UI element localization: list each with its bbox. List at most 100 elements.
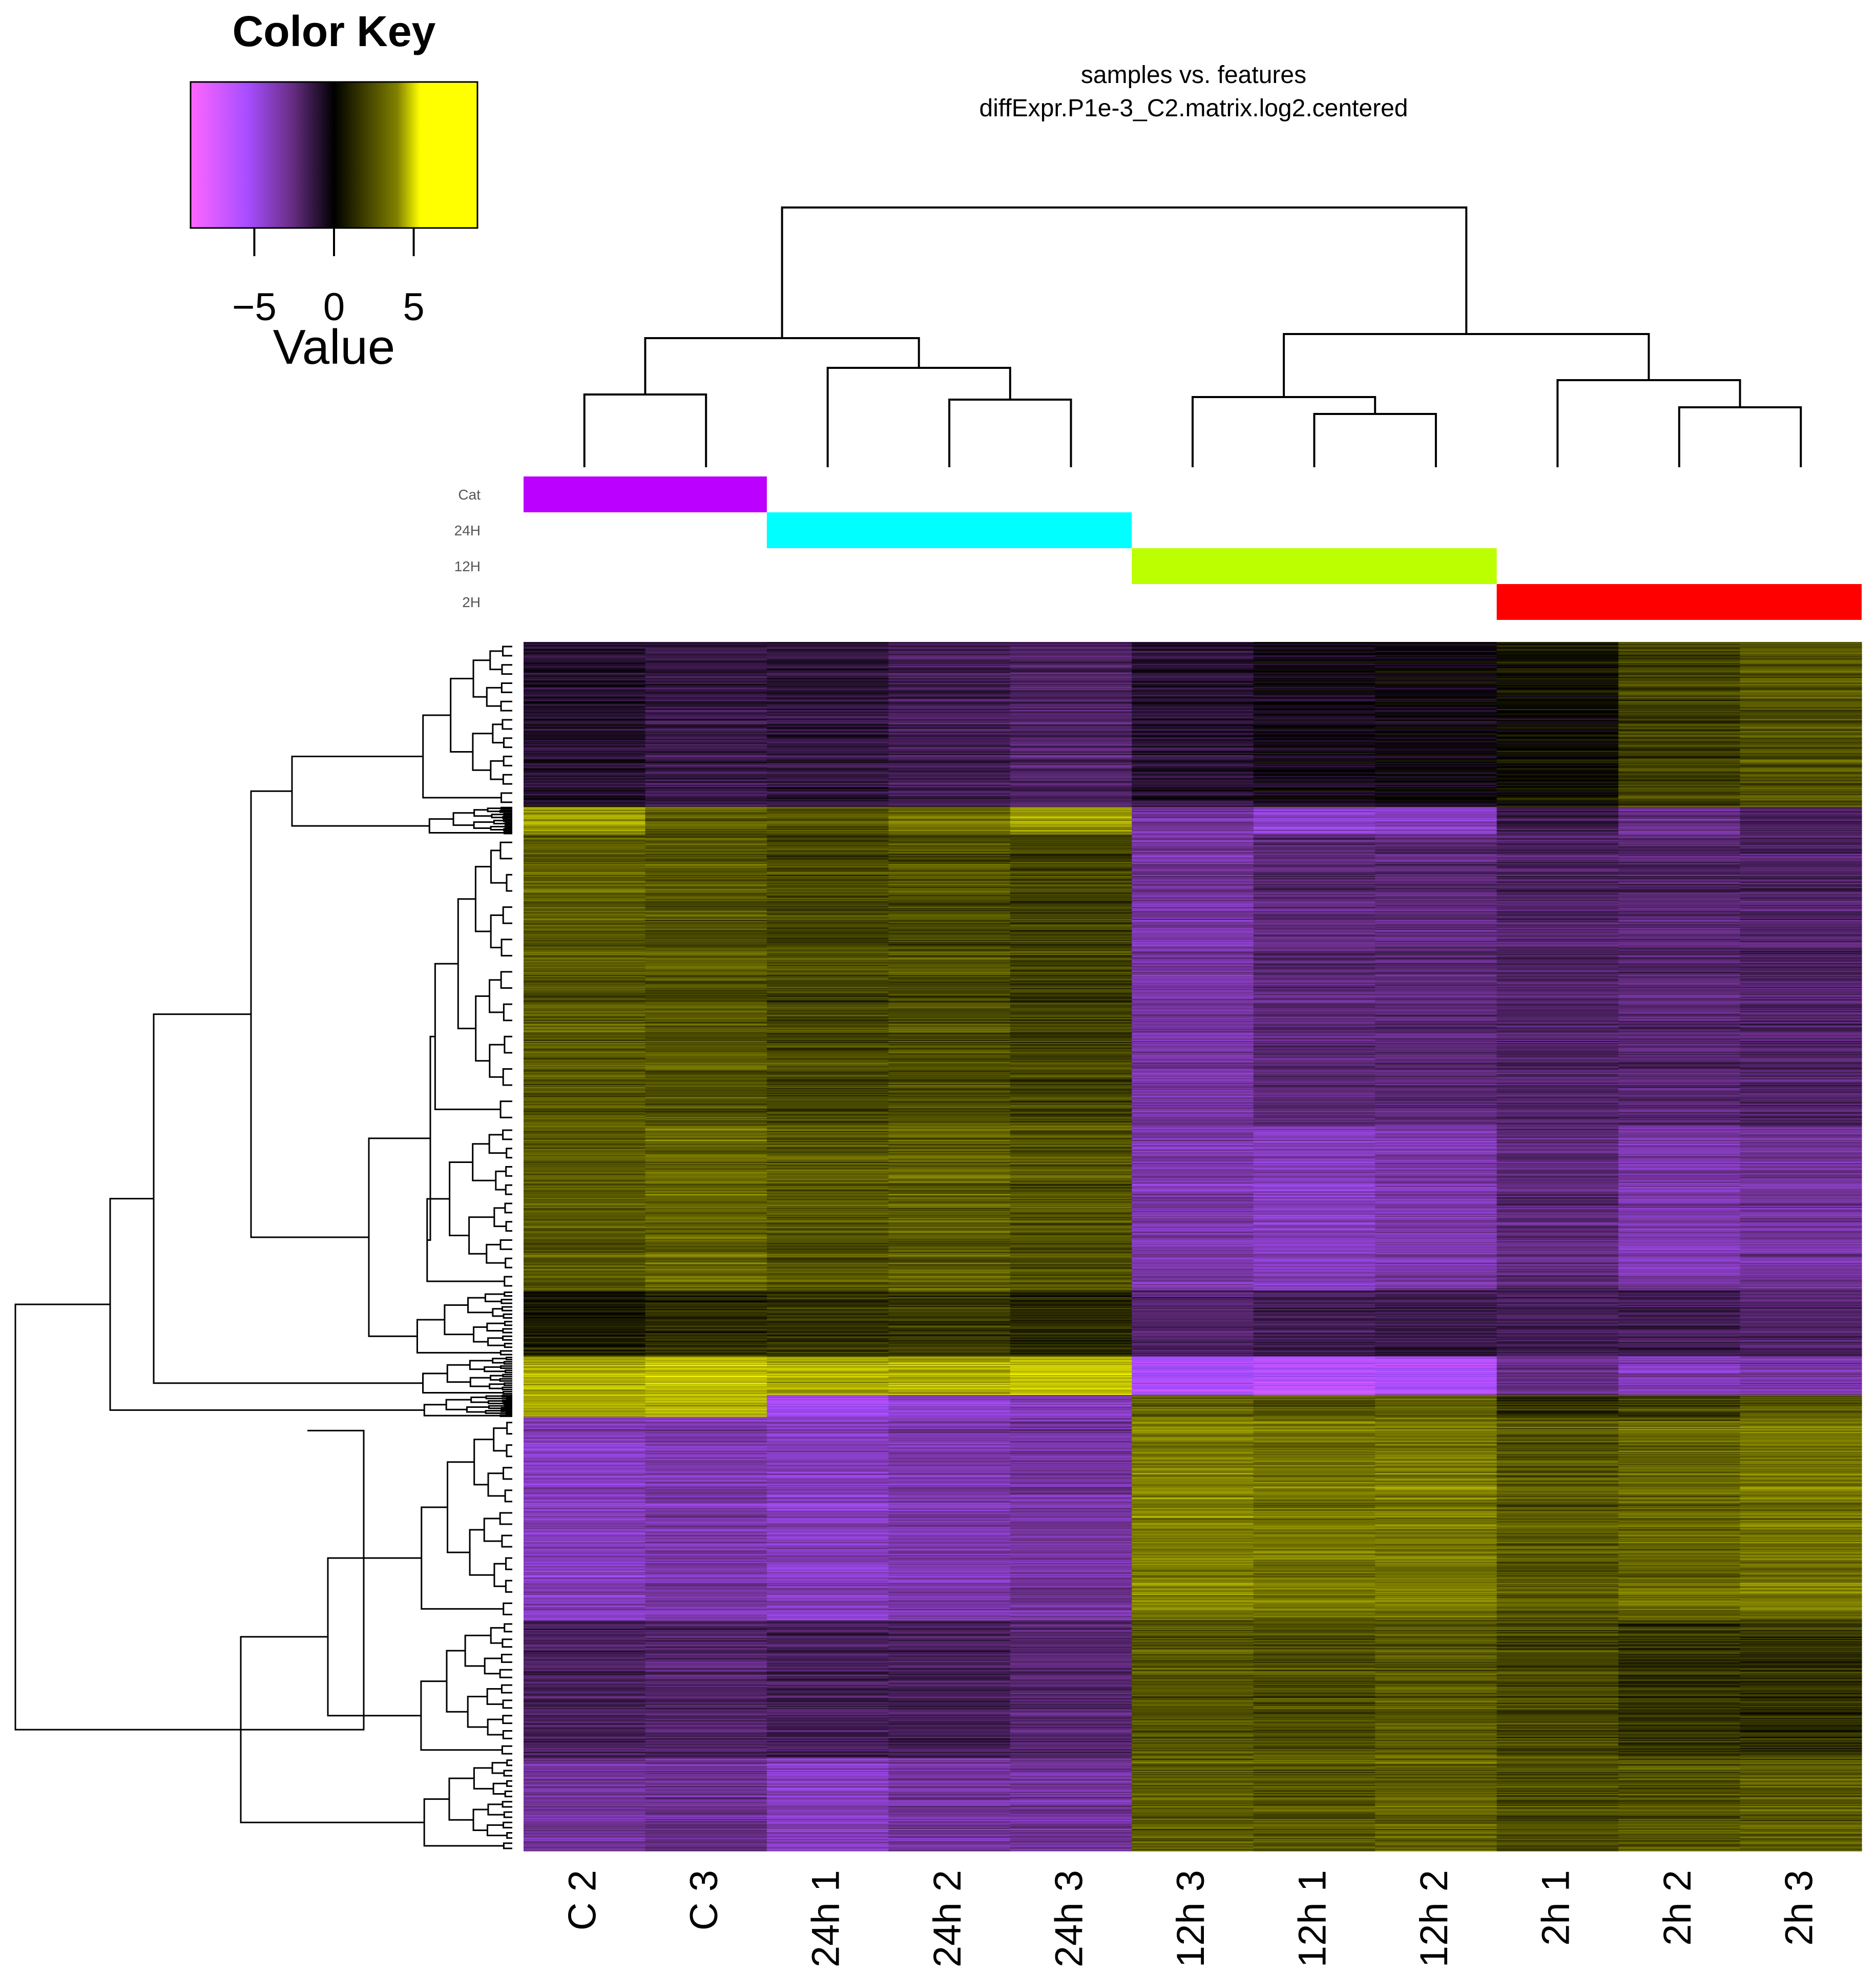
heatmap-cell <box>1375 725 1497 727</box>
heatmap-cell <box>645 647 767 649</box>
heatmap-cell <box>888 797 1011 799</box>
heatmap-cell <box>1375 1083 1497 1085</box>
heatmap-cell <box>1010 926 1132 928</box>
heatmap-cell <box>888 1109 1011 1111</box>
heatmap-cell <box>766 854 889 856</box>
heatmap-cell <box>1740 735 1862 737</box>
dendrogram-branch <box>501 682 512 693</box>
heatmap-cell <box>524 799 646 801</box>
heatmap-cell <box>1618 1048 1741 1050</box>
dendrogram-branch <box>503 737 512 749</box>
heatmap-cell <box>1375 877 1497 879</box>
heatmap-cell <box>645 800 767 802</box>
heatmap-cell <box>766 899 889 901</box>
heatmap-cell <box>888 977 1011 979</box>
heatmap-cell <box>1253 870 1375 872</box>
heatmap-cell <box>766 820 889 822</box>
dendrogram-branch <box>501 1299 512 1304</box>
heatmap-cell <box>1740 926 1862 928</box>
heatmap-cell <box>766 647 889 649</box>
heatmap-cell <box>1375 1097 1497 1098</box>
heatmap-cell <box>1132 1020 1254 1022</box>
heatmap-cell <box>1375 788 1497 790</box>
heatmap-cell <box>1010 1069 1132 1071</box>
heatmap-cell <box>1740 965 1862 967</box>
heatmap-cell <box>1253 1058 1375 1060</box>
heatmap-cell <box>766 953 889 954</box>
heatmap-cell <box>766 943 889 945</box>
heatmap-cell <box>1132 704 1254 706</box>
heatmap-cell <box>1740 993 1862 995</box>
heatmap-cell <box>1496 853 1619 855</box>
heatmap-cell <box>1132 692 1254 694</box>
heatmap-cell <box>1010 1079 1132 1081</box>
heatmap-cell <box>524 862 646 863</box>
heatmap-cell <box>1253 803 1375 805</box>
heatmap-cell <box>1132 975 1254 976</box>
heatmap-cell <box>1496 1113 1619 1115</box>
heatmap-cell <box>1132 962 1254 964</box>
heatmap-cell <box>645 703 767 705</box>
heatmap-cell <box>1132 792 1254 794</box>
heatmap-cell <box>1618 971 1741 973</box>
heatmap-cell <box>524 1031 646 1033</box>
heatmap-cell <box>524 924 646 926</box>
heatmap-cell <box>766 787 889 788</box>
heatmap-cell <box>524 768 646 770</box>
heatmap-cell <box>1496 697 1619 699</box>
heatmap-cell <box>1496 968 1619 970</box>
heatmap-cell <box>1618 792 1741 794</box>
heatmap-cell <box>766 705 889 708</box>
heatmap-cell <box>1132 802 1254 804</box>
heatmap-cell <box>1740 787 1862 788</box>
heatmap-cell <box>1618 969 1741 971</box>
heatmap-cell <box>1132 1024 1254 1026</box>
heatmap-cell <box>524 919 646 921</box>
heatmap-cell <box>1740 797 1862 799</box>
heatmap-cell <box>1618 814 1741 816</box>
heatmap-cell <box>1132 896 1254 898</box>
heatmap-cell <box>645 907 767 908</box>
heatmap-cell <box>1010 917 1132 919</box>
heatmap-cell <box>888 1102 1011 1104</box>
heatmap-cell <box>1375 1044 1497 1046</box>
heatmap-cell <box>524 746 646 748</box>
heatmap-cell <box>1132 817 1254 818</box>
heatmap-cell <box>524 927 646 929</box>
heatmap-cell <box>1132 1042 1254 1044</box>
heatmap-cell <box>766 942 889 944</box>
heatmap-cell <box>1132 956 1254 958</box>
heatmap-cell <box>645 1114 767 1116</box>
heatmap-cell <box>766 665 889 667</box>
heatmap-cell <box>888 946 1011 948</box>
heatmap-cell <box>1375 1055 1497 1057</box>
heatmap-cell <box>1253 718 1375 719</box>
heatmap-cell <box>524 878 646 880</box>
heatmap-cell <box>1740 1064 1862 1066</box>
heatmap-cell <box>1496 719 1619 720</box>
heatmap-cell <box>645 971 767 973</box>
heatmap-cell <box>1010 681 1132 683</box>
heatmap-cell <box>1618 1119 1741 1120</box>
heatmap-cell <box>1618 987 1741 989</box>
heatmap-cell <box>524 966 646 968</box>
heatmap-cell <box>1618 1113 1741 1115</box>
heatmap-cell <box>1375 971 1497 973</box>
heatmap-cell <box>888 670 1011 672</box>
heatmap-cell <box>1496 1043 1619 1045</box>
heatmap-cell <box>1375 998 1497 1000</box>
heatmap-cell <box>1740 1005 1862 1006</box>
heatmap-cell <box>1618 844 1741 846</box>
heatmap-cell <box>524 739 646 741</box>
heatmap-cell <box>1496 1096 1619 1097</box>
heatmap-cell <box>524 716 646 718</box>
heatmap-cell <box>1010 711 1132 713</box>
heatmap-cell <box>888 731 1011 733</box>
heatmap-cell <box>1740 887 1862 889</box>
heatmap-cell <box>1010 976 1132 978</box>
heatmap-cell <box>1740 732 1862 734</box>
heatmap-cell <box>524 834 646 836</box>
heatmap-cell <box>1618 685 1741 688</box>
heatmap-cell <box>1740 704 1862 706</box>
heatmap-cell <box>1496 746 1619 748</box>
